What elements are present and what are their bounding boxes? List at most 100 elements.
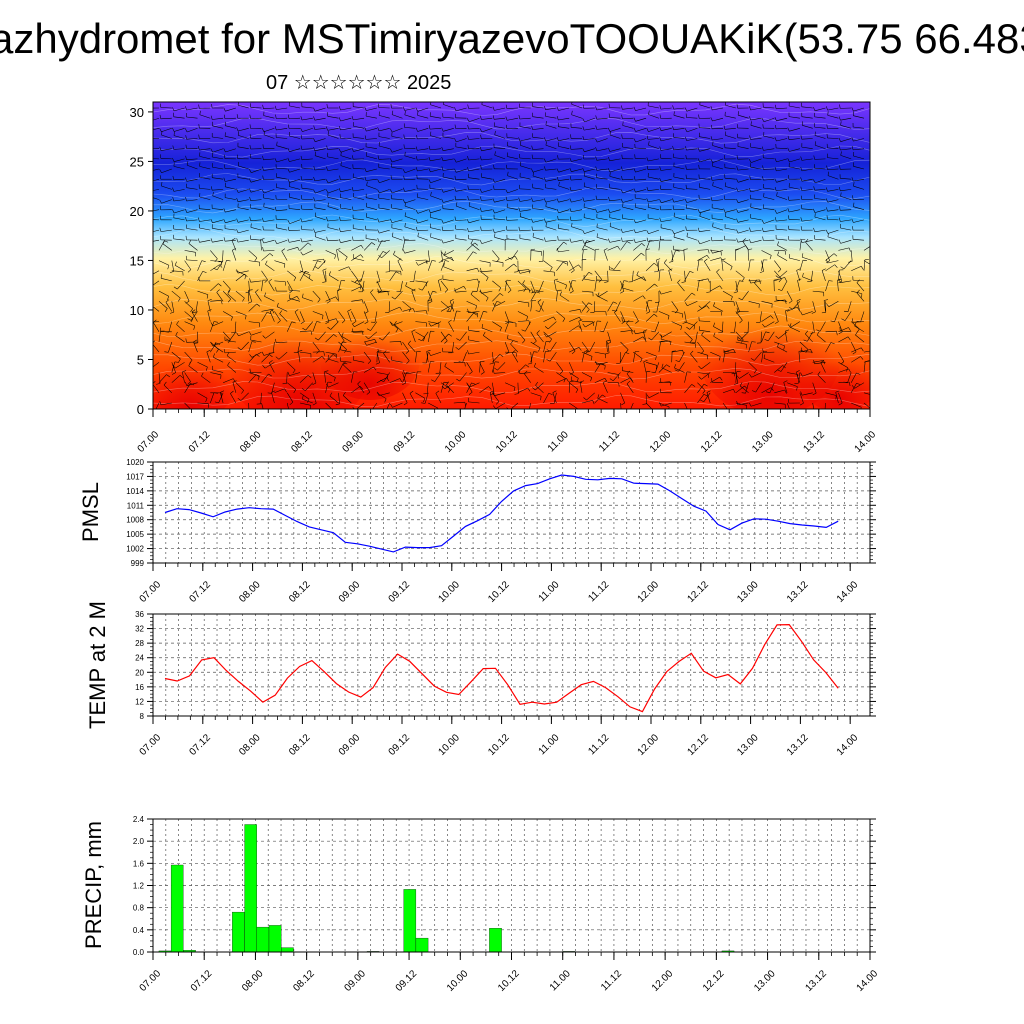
wind-barb — [556, 372, 566, 379]
wind-barb — [225, 219, 236, 224]
wind-barb — [776, 178, 788, 183]
wind-barb-flag — [548, 393, 553, 395]
wind-barb — [481, 290, 493, 294]
wind-barb — [315, 155, 326, 160]
wind-barb-flag — [275, 338, 277, 343]
wind-barb — [609, 168, 621, 173]
wind-barb — [468, 401, 480, 404]
wind-barb-flag — [557, 155, 559, 160]
wind-barb — [158, 290, 169, 297]
wind-barb-flag — [492, 198, 495, 203]
wind-barb — [660, 178, 672, 182]
wind-barb-flag — [723, 208, 726, 213]
wind-barb — [596, 117, 608, 120]
wind-barb-flag — [873, 244, 876, 247]
contour-line — [153, 325, 870, 339]
wind-barb — [532, 199, 544, 202]
wind-barb — [261, 270, 268, 281]
wind-barb — [603, 250, 608, 261]
wind-barb — [741, 290, 749, 301]
y-tick-label: 0.0 — [133, 948, 145, 957]
wind-barb — [315, 138, 326, 142]
wind-barb — [443, 266, 454, 272]
wind-barb-flag — [595, 361, 598, 366]
wind-barb-flag — [185, 338, 187, 343]
wind-barb — [812, 290, 824, 293]
wind-barb — [594, 378, 606, 383]
wind-barb-flag — [360, 254, 364, 258]
wind-barb-flag — [584, 241, 587, 246]
wind-barb — [483, 335, 493, 343]
wind-barb-flag — [403, 144, 405, 149]
wind-barb-flag — [417, 111, 419, 116]
wind-barb — [545, 219, 557, 223]
wind-barb-flag — [834, 264, 838, 268]
wind-barb-flag — [337, 289, 342, 291]
wind-barb — [814, 198, 826, 200]
wind-barb — [466, 278, 478, 282]
wind-barb — [251, 331, 262, 336]
wind-barb-flag — [556, 168, 559, 173]
wind-barb — [351, 311, 357, 322]
wind-barb-flag — [300, 155, 303, 160]
wind-barb-flag — [744, 385, 748, 389]
wind-barb — [699, 216, 711, 221]
wind-barb — [289, 178, 301, 183]
wind-barb — [328, 382, 339, 388]
y-tick-label: 16 — [135, 683, 144, 692]
wind-barb — [455, 290, 467, 293]
wind-barb — [444, 366, 454, 373]
wind-barb-flag — [431, 379, 435, 382]
wind-barb-flag — [749, 227, 751, 232]
wind-barb — [854, 382, 865, 389]
wind-barb — [301, 117, 313, 121]
wind-barb — [840, 138, 852, 142]
wind-barb-flag — [582, 104, 585, 109]
wind-barb — [750, 207, 762, 210]
wind-barb-flag — [159, 146, 162, 151]
wind-barb-flag — [167, 296, 170, 300]
wind-barb-flag — [535, 289, 540, 292]
x-tick-label: 11.00 — [537, 579, 562, 604]
wind-barb — [353, 359, 365, 363]
x-tick-label: 07.00 — [138, 732, 164, 758]
wind-barb — [415, 310, 427, 312]
wind-barb — [786, 306, 798, 312]
wind-barb — [835, 392, 839, 404]
wind-barb — [263, 189, 275, 194]
wind-barb — [289, 158, 301, 162]
wind-barb-flag — [210, 342, 214, 347]
wind-barb — [699, 209, 711, 214]
wind-barb — [158, 260, 170, 266]
wind-barb — [289, 219, 301, 224]
wind-barb-flag — [223, 177, 226, 182]
wind-barb-flag — [805, 238, 809, 243]
wind-barb — [763, 148, 775, 151]
wind-barb — [469, 205, 480, 210]
wind-barb — [199, 239, 211, 243]
wind-barb-flag — [626, 370, 631, 374]
wind-barb-flag — [653, 313, 658, 317]
wind-barb — [225, 107, 236, 112]
wind-barb — [817, 374, 826, 383]
wind-barb — [489, 392, 493, 404]
wind-barb — [724, 115, 736, 119]
wind-barb-flag — [598, 279, 602, 283]
wind-barb — [656, 259, 660, 271]
wind-barb — [507, 145, 518, 149]
wind-barb — [776, 158, 788, 163]
wind-barb — [519, 176, 531, 180]
wind-barb — [710, 257, 721, 261]
wind-barb — [376, 240, 383, 251]
wind-barb — [763, 135, 775, 139]
wind-barb-flag — [477, 268, 480, 273]
wind-barb-flag — [262, 335, 266, 339]
wind-barb-flag — [390, 175, 392, 180]
wind-barb-flag — [531, 145, 533, 150]
wind-barb — [607, 341, 610, 353]
wind-barb — [271, 382, 275, 394]
contour-line — [153, 228, 870, 241]
wind-barb-flag — [588, 302, 593, 305]
wind-barb-flag — [552, 390, 557, 393]
wind-barb — [368, 331, 378, 340]
